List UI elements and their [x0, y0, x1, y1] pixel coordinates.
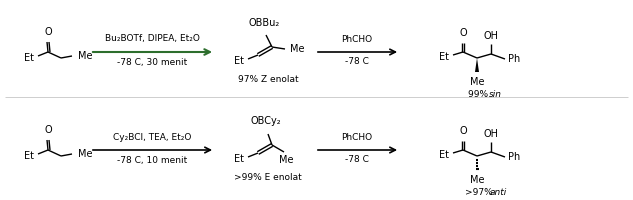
Text: -78 C: -78 C [345, 58, 369, 66]
Text: 99%: 99% [468, 90, 491, 99]
Text: Cy₂BCl, TEA, Et₂O: Cy₂BCl, TEA, Et₂O [113, 132, 191, 142]
Text: -78 C: -78 C [345, 156, 369, 164]
Text: 97% Z enolat: 97% Z enolat [237, 75, 298, 84]
Text: Et: Et [24, 53, 34, 63]
Text: -78 C, 30 menit: -78 C, 30 menit [117, 58, 187, 66]
Text: Et: Et [439, 150, 449, 160]
Text: Et: Et [234, 56, 244, 66]
Text: Me: Me [78, 51, 92, 61]
Text: OH: OH [484, 31, 499, 41]
Text: OH: OH [484, 129, 499, 139]
Text: -78 C, 10 menit: -78 C, 10 menit [117, 156, 187, 164]
Text: O: O [44, 27, 52, 37]
Text: Me: Me [470, 175, 484, 185]
Text: O: O [459, 126, 467, 136]
Text: anti: anti [489, 188, 506, 197]
Text: OBBu₂: OBBu₂ [248, 18, 280, 28]
Text: Et: Et [234, 154, 244, 164]
Text: Me: Me [290, 44, 304, 54]
Text: Et: Et [24, 151, 34, 161]
Text: PhCHO: PhCHO [341, 132, 373, 142]
Text: >99% E enolat: >99% E enolat [234, 173, 302, 182]
Text: O: O [459, 28, 467, 38]
Text: Bu₂BOTf, DIPEA, Et₂O: Bu₂BOTf, DIPEA, Et₂O [104, 34, 199, 44]
Text: sin: sin [489, 90, 501, 99]
Text: O: O [44, 125, 52, 135]
Text: Ph: Ph [508, 152, 520, 162]
Text: OBCy₂: OBCy₂ [251, 116, 281, 126]
Text: Ph: Ph [508, 54, 520, 64]
Text: Me: Me [78, 149, 92, 159]
Text: >97%: >97% [465, 188, 495, 197]
Text: Me: Me [279, 155, 293, 165]
Polygon shape [475, 58, 479, 72]
Text: PhCHO: PhCHO [341, 34, 373, 44]
Text: Me: Me [470, 77, 484, 87]
Text: Et: Et [439, 52, 449, 62]
